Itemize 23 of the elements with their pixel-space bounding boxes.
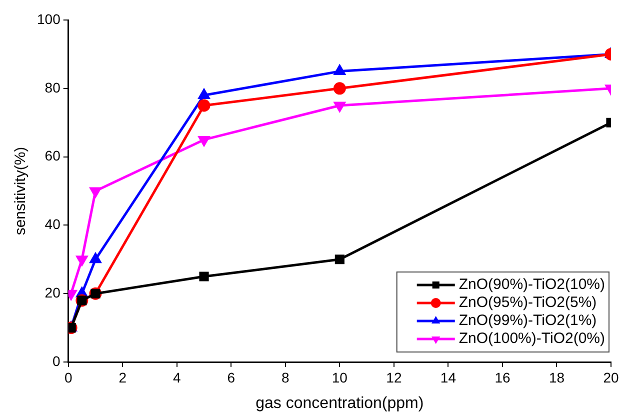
x-tick-label: 2 xyxy=(118,369,127,386)
x-tick-label: 20 xyxy=(603,369,619,386)
x-tick-label: 12 xyxy=(386,369,402,386)
y-tick-label: 80 xyxy=(44,79,61,96)
x-tick-label: 18 xyxy=(548,369,565,386)
y-tick-label: 60 xyxy=(44,148,61,164)
x-tick-label: 16 xyxy=(494,369,510,386)
legend-label: ZnO(100%)-TiO2(0%) xyxy=(458,330,606,348)
x-tick-label: 6 xyxy=(227,369,236,386)
y-tick-label: 100 xyxy=(37,10,61,27)
y-axis-title: sensitivity(%) xyxy=(12,146,30,236)
x-tick-label: 14 xyxy=(440,369,456,386)
y-tick-label: 0 xyxy=(52,352,61,369)
legend-label: ZnO(99%)-TiO2(1%) xyxy=(458,312,597,330)
y-tick-label: 20 xyxy=(44,284,61,300)
y-tick-label: 40 xyxy=(44,216,61,232)
x-tick-label: 0 xyxy=(64,369,72,386)
x-tick-label: 10 xyxy=(332,369,348,386)
x-tick-label: 4 xyxy=(172,369,181,386)
legend-label: ZnO(90%)-TiO2(10%) xyxy=(458,276,606,294)
x-axis-title: gas concentration(ppm) xyxy=(256,394,424,412)
legend-label: ZnO(95%)-TiO2(5%) xyxy=(458,294,597,312)
x-tick-label: 8 xyxy=(282,369,290,386)
